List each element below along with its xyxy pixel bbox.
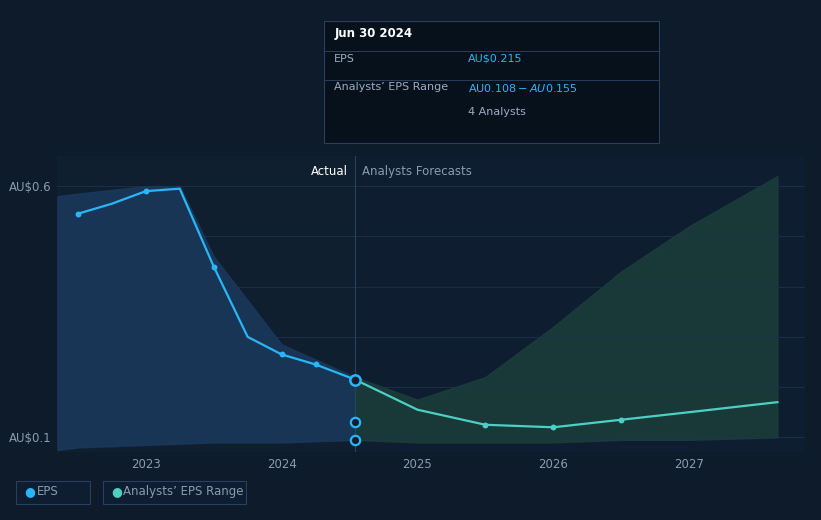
Text: EPS: EPS [334,54,355,63]
Text: ●: ● [111,485,122,498]
Point [140,187,153,196]
Point [207,263,220,271]
Point [479,421,492,429]
Point [309,360,322,369]
Point [615,415,628,424]
Point [348,375,361,384]
Text: Analysts’ EPS Range: Analysts’ EPS Range [123,485,244,498]
Point [348,418,361,426]
Bar [57,156,355,452]
Point [275,350,288,359]
Text: Actual: Actual [311,165,348,178]
Point [71,210,85,218]
Point [348,436,361,444]
Text: 4 Analysts: 4 Analysts [468,107,525,117]
Text: Analysts’ EPS Range: Analysts’ EPS Range [334,82,448,92]
Point [547,423,560,432]
Text: EPS: EPS [37,485,58,498]
Text: Analysts Forecasts: Analysts Forecasts [362,165,471,178]
Text: Jun 30 2024: Jun 30 2024 [334,27,412,40]
Text: ●: ● [25,485,35,498]
Text: AU$0.215: AU$0.215 [468,54,522,63]
Text: AU$0.108 - AU$0.155: AU$0.108 - AU$0.155 [468,82,578,94]
